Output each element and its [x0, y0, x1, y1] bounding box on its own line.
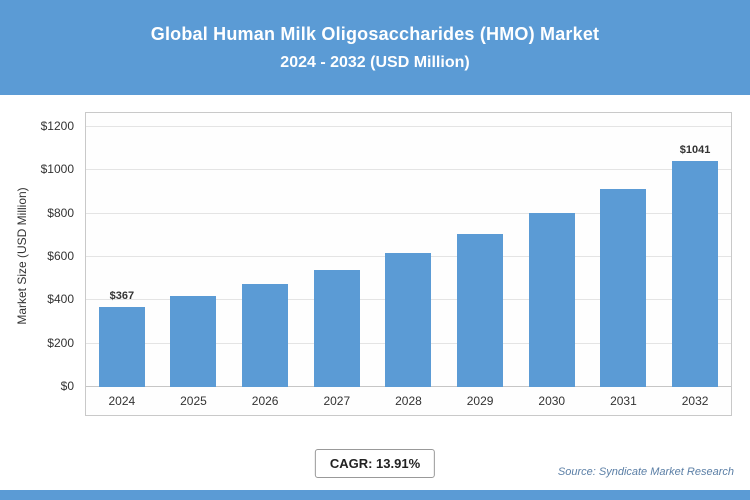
- bars-layer: $367 $1041: [86, 127, 731, 387]
- gridline: [86, 169, 731, 171]
- y-tick-label: $800: [47, 205, 74, 220]
- bar-2026: [242, 283, 289, 387]
- bar-2032: $1041: [672, 144, 719, 387]
- y-tick-label: $0: [60, 379, 74, 393]
- x-tick-label: 2029: [466, 394, 494, 408]
- plot-area: $367 $1041: [86, 126, 731, 387]
- bar-2030: [528, 213, 575, 387]
- bar-2024: $367: [98, 290, 145, 387]
- y-tick-label: $400: [47, 292, 74, 307]
- x-axis-labels: 2024 2025 2026 2027 2028 2029 2030 2031 2032: [86, 387, 731, 415]
- y-tick-label: $1000: [40, 162, 74, 177]
- chart-subtitle: 2024 - 2032 (USD Million): [280, 53, 470, 71]
- x-tick-label: 2026: [251, 394, 279, 408]
- x-tick-label: 2025: [180, 394, 207, 408]
- x-tick-label: 2032: [681, 394, 709, 408]
- bar-2025: [170, 296, 217, 387]
- chart-header: Global Human Milk Oligosaccharides (HMO)…: [0, 0, 750, 95]
- bar-value-label: $367: [109, 290, 135, 303]
- x-tick-label: 2027: [323, 394, 351, 408]
- chart-title: Global Human Milk Oligosaccharides (HMO)…: [150, 23, 600, 44]
- cagr-label: CAGR: 13.91%: [329, 456, 421, 471]
- x-tick-label: 2030: [538, 394, 566, 408]
- bar-value-label: $1041: [679, 144, 711, 157]
- bar-2031: [600, 189, 647, 387]
- footer-bar: [0, 490, 750, 500]
- bar-2028: [385, 253, 432, 387]
- source-credit: Source: Syndicate Market Research: [557, 466, 734, 478]
- plot-box: $367 $1041 2024 2025 2026 2027 2028 2029 2030 20…: [85, 112, 732, 416]
- x-tick-label: 2031: [610, 394, 637, 408]
- y-tick-label: $600: [47, 249, 74, 263]
- cagr-badge: CAGR: 13.91%: [314, 449, 436, 478]
- x-tick-label: 2024: [108, 394, 136, 408]
- gridline: [86, 212, 731, 214]
- y-tick-label: $200: [47, 335, 74, 350]
- bar-2027: [313, 269, 360, 387]
- x-tick-label: 2028: [395, 394, 422, 408]
- gridline: [86, 126, 731, 127]
- y-tick-labels: $0 $200 $400 $600 $800 $1000 $1200: [28, 119, 78, 393]
- bar-2029: [457, 234, 504, 387]
- y-tick-label: $1200: [40, 119, 74, 133]
